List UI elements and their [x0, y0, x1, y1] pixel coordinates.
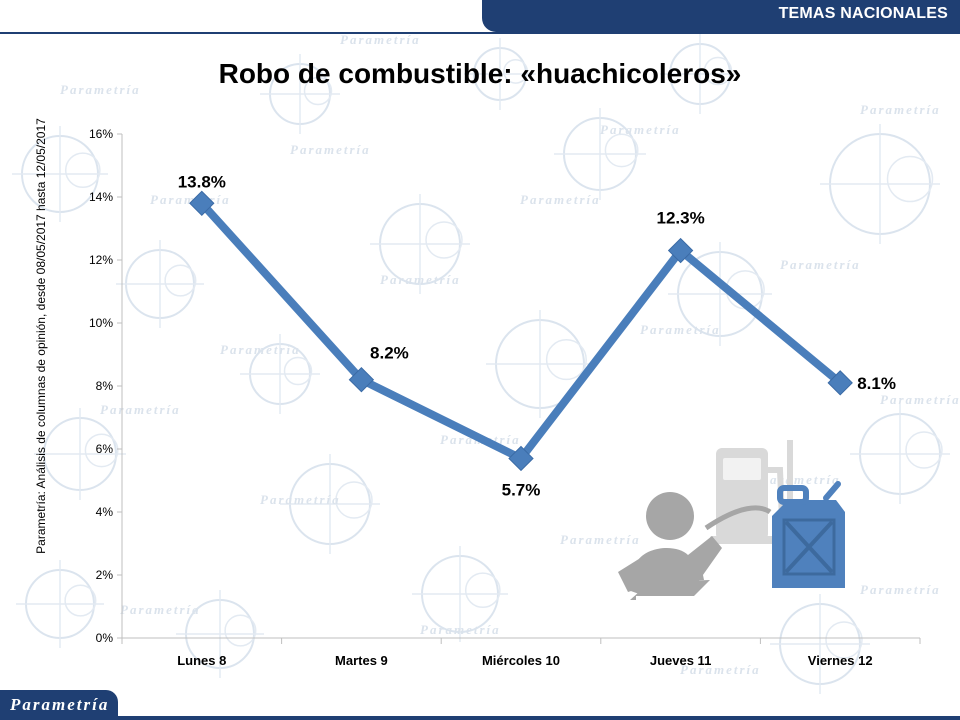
fuel-theft-illustration [618, 440, 845, 602]
svg-text:Parametría: Parametría [520, 192, 601, 207]
y-tick-label: 6% [96, 442, 114, 456]
svg-text:Parametría: Parametría [780, 257, 861, 272]
series-markers [189, 190, 853, 472]
svg-text:Parametría: Parametría [860, 582, 941, 597]
data-label: 13.8% [178, 172, 226, 191]
logo-tab: Parametría [0, 690, 118, 720]
data-point-marker [667, 237, 694, 264]
svg-text:Parametría: Parametría [680, 662, 761, 677]
svg-text:Parametría: Parametría [420, 622, 501, 637]
chart-axes: 0% 2% 4% 6% 8% 10% 12% 14% 16% Lunes 8 Martes 9 Mié… [89, 127, 921, 668]
svg-text:Parametría: Parametría [600, 122, 681, 137]
top-banner: TEMAS NACIONALES [0, 0, 960, 34]
data-label: 8.2% [370, 344, 409, 363]
svg-text:Parametría: Parametría [560, 532, 641, 547]
chart-title: Robo de combustible: «huachicoleros» [218, 58, 742, 89]
series-line-path [197, 199, 845, 463]
x-tick-label: Martes 9 [335, 653, 388, 668]
y-tick-label: 16% [89, 127, 113, 141]
x-tick-label: Lunes 8 [177, 653, 226, 668]
svg-text:Parametría: Parametría [100, 402, 181, 417]
data-point-marker [508, 445, 534, 472]
data-labels: 13.8% 8.2% 5.7% 12.3% 8.1% [178, 172, 896, 499]
data-point-marker [189, 190, 215, 217]
footer-line [0, 716, 960, 720]
x-tick-label: Jueves 11 [650, 653, 711, 668]
svg-text:Parametría: Parametría [290, 142, 371, 157]
y-tick-label: 14% [89, 190, 113, 204]
svg-text:Parametría: Parametría [120, 602, 201, 617]
top-banner-line [0, 32, 960, 34]
y-tick-label: 8% [96, 379, 114, 393]
section-tab: TEMAS NACIONALES [482, 0, 960, 32]
svg-text:Parametría: Parametría [340, 34, 421, 47]
svg-text:Parametría: Parametría [640, 322, 721, 337]
svg-text:Parametría: Parametría [880, 392, 960, 407]
parametria-logo: Parametría [10, 695, 110, 714]
x-tick-label: Viernes 12 [808, 653, 873, 668]
svg-text:Parametría: Parametría [260, 492, 341, 507]
data-label: 5.7% [502, 480, 541, 499]
data-point-marker [827, 370, 853, 396]
svg-text:Parametría: Parametría [60, 82, 141, 97]
data-label: 8.1% [857, 374, 896, 393]
y-tick-label: 0% [96, 631, 114, 645]
person-icon [618, 492, 772, 602]
x-tick-label: Miércoles 10 [482, 653, 560, 668]
y-tick-label: 4% [96, 505, 114, 519]
watermark-background: Parametría Parametría Parametría Parametría… [12, 34, 960, 694]
svg-text:Parametría: Parametría [860, 102, 941, 117]
series-line [197, 199, 845, 463]
y-tick-label: 2% [96, 568, 114, 582]
section-label: TEMAS NACIONALES [778, 5, 948, 22]
jerrycan-icon [772, 481, 845, 588]
data-label: 12.3% [656, 209, 704, 228]
data-point-marker [348, 366, 375, 393]
svg-text:Parametría: Parametría [380, 272, 461, 287]
y-tick-label: 12% [89, 253, 113, 267]
y-tick-label: 10% [89, 316, 113, 330]
svg-text:Parametría: Parametría [220, 342, 301, 357]
